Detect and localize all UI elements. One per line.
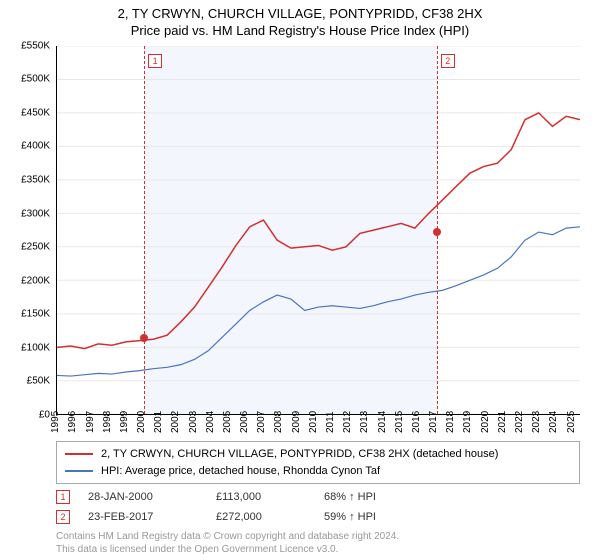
x-tick-label: 1999 [119, 411, 130, 433]
transaction-list: 1 28-JAN-2000 £113,000 68% ↑ HPI 2 23-FEB-201… [56, 490, 580, 530]
chart-container: 2, TY CRWYN, CHURCH VILLAGE, PONTYPRIDD,… [0, 0, 600, 560]
x-tick-label: 2022 [514, 411, 525, 433]
transaction-date: 28-JAN-2000 [88, 491, 198, 503]
x-tick-label: 2020 [480, 411, 491, 433]
y-tick-label: £150K [21, 309, 50, 320]
transaction-hpi: 68% ↑ HPI [324, 491, 424, 503]
y-tick-label: £400K [21, 141, 50, 152]
x-tick-label: 2012 [342, 411, 353, 433]
transaction-number-box: 2 [56, 510, 70, 524]
x-tick-label: 2023 [531, 411, 542, 433]
transaction-number-box: 1 [56, 490, 70, 504]
transaction-row: 1 28-JAN-2000 £113,000 68% ↑ HPI [56, 490, 580, 504]
transaction-marker: 1 [148, 54, 162, 68]
chart-title-1: 2, TY CRWYN, CHURCH VILLAGE, PONTYPRIDD,… [12, 6, 588, 23]
x-tick-label: 1998 [102, 411, 113, 433]
x-tick-label: 1997 [85, 411, 96, 433]
x-tick-label: 2024 [548, 411, 559, 433]
x-tick-label: 1995 [50, 411, 61, 433]
legend-label: HPI: Average price, detached house, Rhon… [101, 463, 380, 480]
y-tick-label: £200K [21, 275, 50, 286]
footer-attribution: Contains HM Land Registry data © Crown c… [56, 530, 580, 556]
legend-item: 2, TY CRWYN, CHURCH VILLAGE, PONTYPRIDD,… [65, 446, 571, 463]
x-tick-label: 2008 [273, 411, 284, 433]
transaction-price: £272,000 [216, 511, 306, 523]
x-tick-label: 2019 [462, 411, 473, 433]
y-tick-label: £350K [21, 175, 50, 186]
transaction-price: £113,000 [216, 491, 306, 503]
transaction-dot [140, 334, 148, 342]
legend-item: HPI: Average price, detached house, Rhon… [65, 463, 571, 480]
transaction-marker: 2 [441, 54, 455, 68]
y-tick-label: £550K [21, 40, 50, 51]
x-tick-label: 2015 [394, 411, 405, 433]
y-tick-label: £0 [39, 410, 50, 421]
x-tick-label: 2005 [222, 411, 233, 433]
y-tick-label: £300K [21, 208, 50, 219]
x-axis-labels: 1995199619971998199920002001200220032004… [56, 417, 580, 437]
transaction-row: 2 23-FEB-2017 £272,000 59% ↑ HPI [56, 510, 580, 524]
x-tick-label: 2017 [428, 411, 439, 433]
series-price_paid [57, 113, 580, 349]
transaction-date: 23-FEB-2017 [88, 511, 198, 523]
x-tick-label: 2000 [136, 411, 147, 433]
x-tick-label: 1996 [67, 411, 78, 433]
y-tick-label: £450K [21, 107, 50, 118]
x-tick-label: 2014 [377, 411, 388, 433]
x-tick-label: 2025 [566, 411, 577, 433]
x-tick-label: 2006 [239, 411, 250, 433]
legend-swatch [65, 470, 93, 472]
transaction-dot [433, 228, 441, 236]
x-tick-label: 2004 [205, 411, 216, 433]
line-svg [57, 46, 580, 414]
x-tick-label: 2002 [170, 411, 181, 433]
x-tick-label: 2009 [291, 411, 302, 433]
x-tick-label: 2016 [411, 411, 422, 433]
y-tick-label: £50K [27, 376, 50, 387]
transaction-dash [144, 46, 145, 414]
x-tick-label: 2007 [256, 411, 267, 433]
footer-line-2: This data is licensed under the Open Gov… [56, 543, 580, 556]
plot-region: 12 [56, 46, 580, 415]
x-tick-label: 2021 [497, 411, 508, 433]
y-tick-label: £500K [21, 74, 50, 85]
y-tick-label: £250K [21, 242, 50, 253]
legend-box: 2, TY CRWYN, CHURCH VILLAGE, PONTYPRIDD,… [56, 441, 580, 484]
x-tick-label: 2013 [359, 411, 370, 433]
x-tick-label: 2011 [325, 411, 336, 433]
x-tick-label: 2018 [445, 411, 456, 433]
x-tick-label: 2001 [153, 411, 164, 433]
y-axis-labels: £0 £50K £100K £150K £200K £250K £300K £350K £400… [12, 44, 54, 437]
footer-line-1: Contains HM Land Registry data © Crown c… [56, 530, 580, 543]
legend-swatch [65, 453, 93, 455]
legend-label: 2, TY CRWYN, CHURCH VILLAGE, PONTYPRIDD,… [101, 446, 498, 463]
y-tick-label: £100K [21, 342, 50, 353]
chart-area: £0 £50K £100K £150K £200K £250K £300K £350K £400… [12, 44, 588, 437]
chart-title-2: Price paid vs. HM Land Registry's House … [12, 23, 588, 40]
series-hpi [57, 227, 580, 376]
x-tick-label: 2003 [188, 411, 199, 433]
x-tick-label: 2010 [308, 411, 319, 433]
transaction-hpi: 59% ↑ HPI [324, 511, 424, 523]
